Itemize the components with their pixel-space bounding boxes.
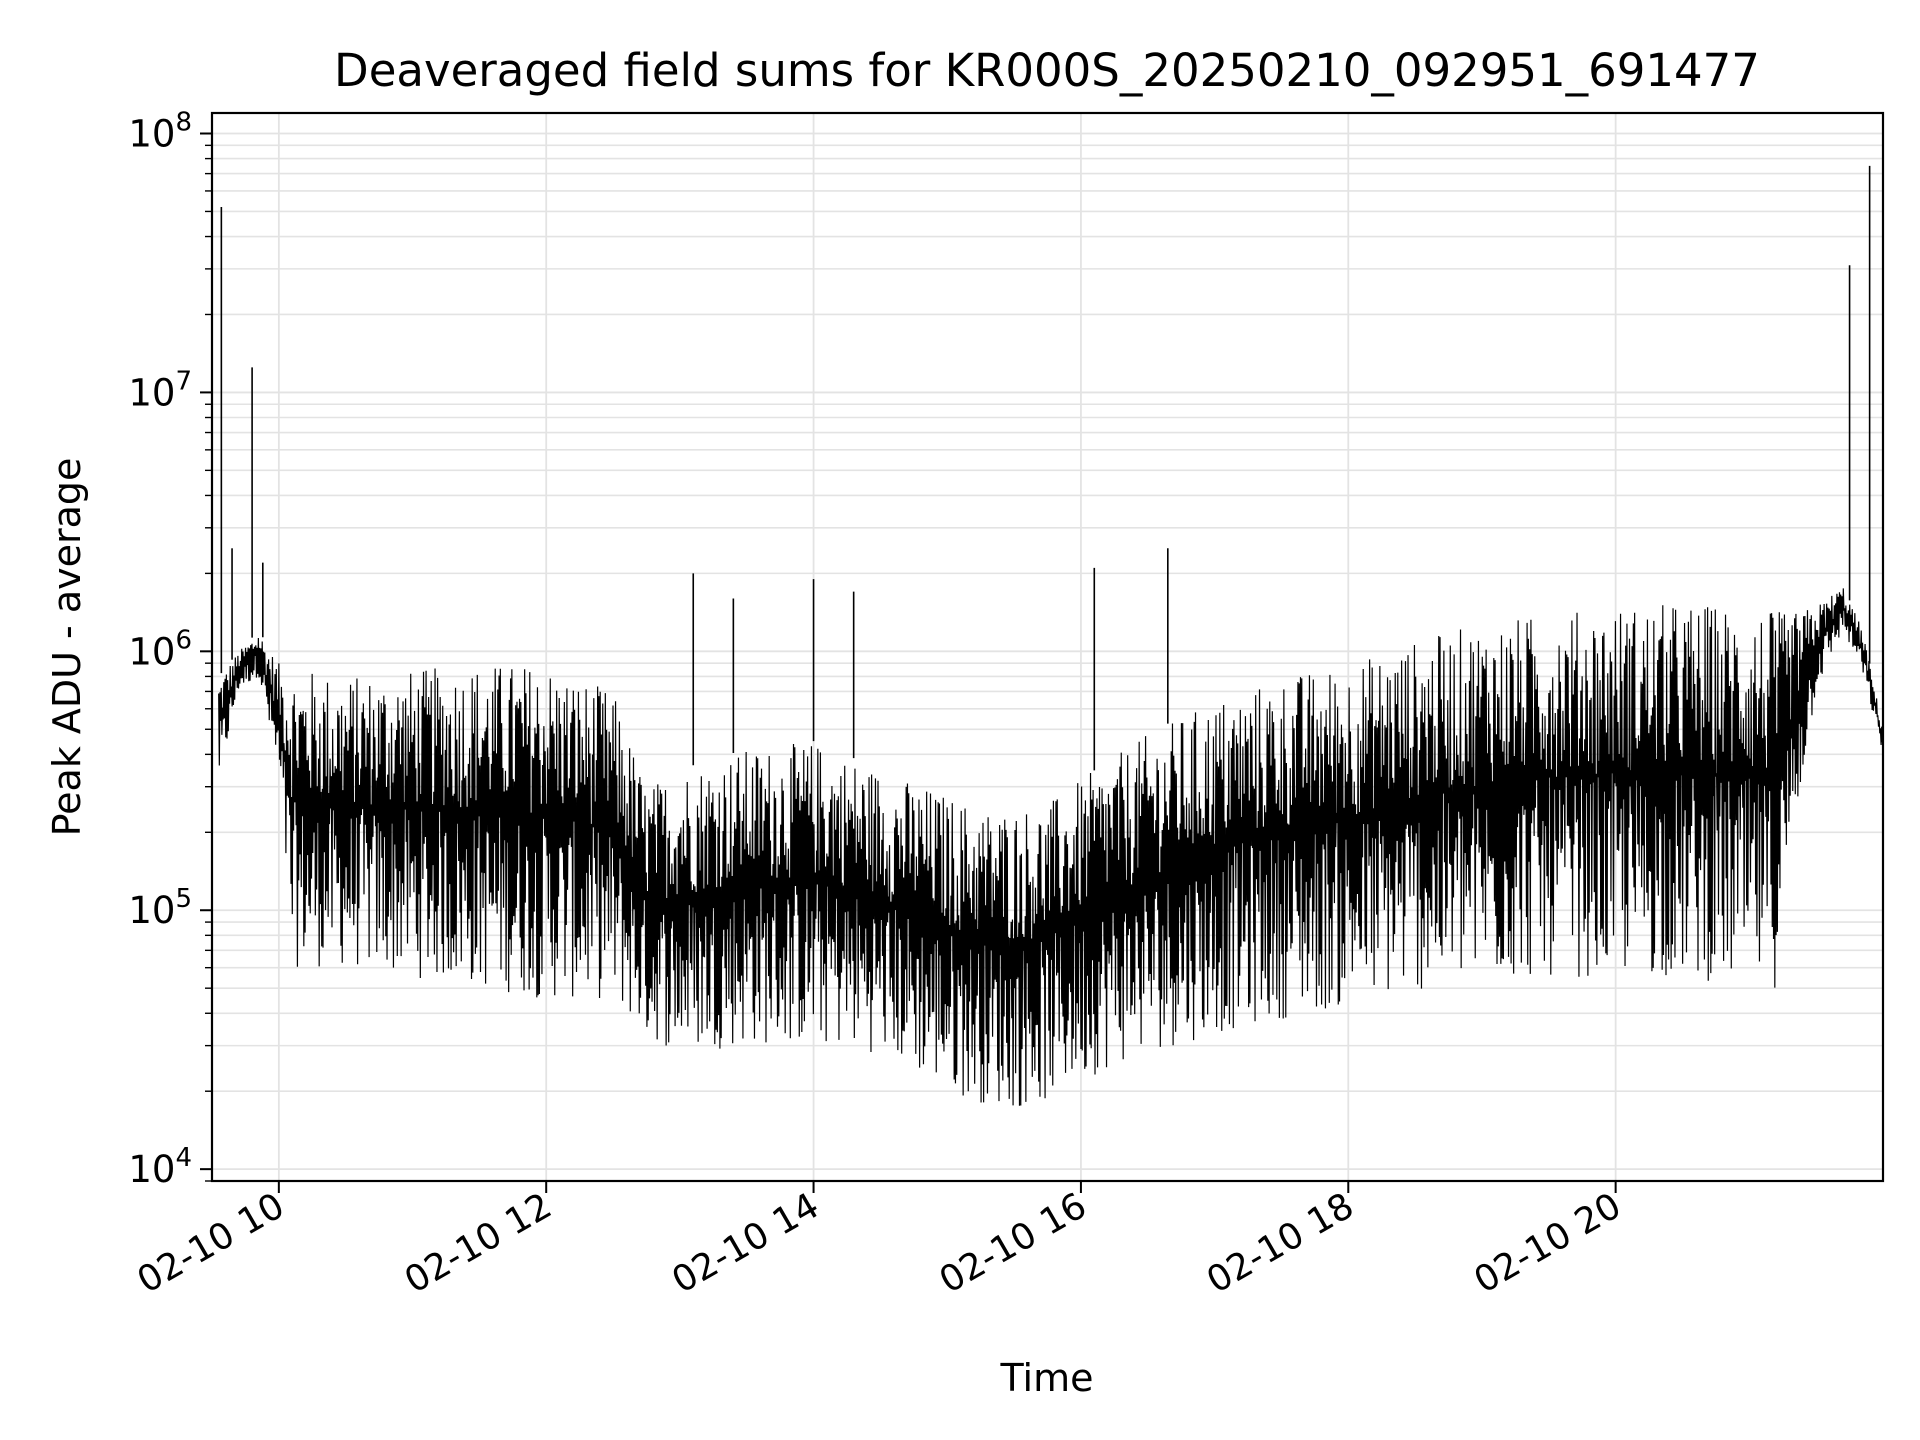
series-layer (218, 165, 1884, 1106)
series-line (218, 588, 1884, 1106)
y-tick-label: 106 (128, 625, 192, 673)
y-axis-label: Peak ADU - average (45, 458, 89, 837)
y-axis-ticks: 104 105 106 107 108 (128, 108, 212, 1191)
y-tick-label: 107 (128, 366, 192, 414)
y-tick-label: 108 (128, 108, 192, 156)
y-tick-label: 105 (128, 884, 192, 932)
y-tick-label: 104 (128, 1143, 192, 1191)
chart-title: Deaveraged field sums for KR000S_2025021… (334, 44, 1760, 97)
plot-frame (210, 111, 1885, 1183)
x-axis-label: Time (1000, 1356, 1094, 1400)
